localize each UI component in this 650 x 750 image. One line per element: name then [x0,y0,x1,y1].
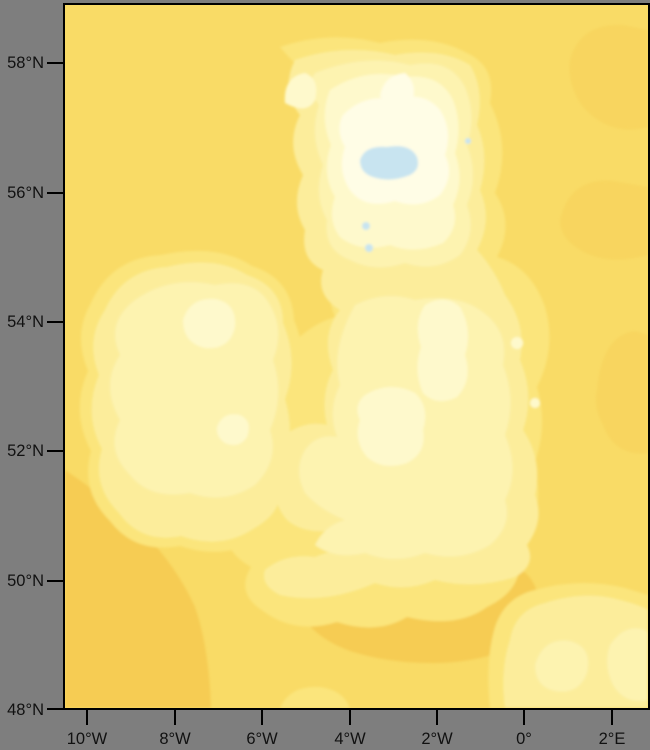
x-tick [349,710,351,725]
x-tick [611,710,613,725]
x-tick [261,710,263,725]
y-tick [47,62,63,64]
y-axis-label: 52°N [7,442,44,460]
sea-patch-lowerright [595,331,648,454]
pale-pennines [417,299,469,402]
dark-sea-atlantic-sw [65,470,211,708]
y-axis-label: 50°N [7,572,44,590]
pale-speck-a [511,337,523,349]
x-axis-label: 6°W [246,730,278,748]
pale-hebrides [284,73,317,109]
halo-brittany-edge [280,686,350,708]
y-axis-label: 58°N [7,54,44,72]
map-panel [63,3,650,710]
y-axis-label: 56°N [7,184,44,202]
blue-speck-c [465,138,471,144]
y-tick [47,708,63,710]
blue-speck-a [362,222,370,230]
blue-speck-b [365,244,373,252]
x-axis-label: 4°W [334,730,366,748]
interior-france-b [607,628,648,701]
x-axis-label: 8°W [159,730,191,748]
x-axis-label: 10°W [66,730,108,748]
y-axis-label: 48°N [7,701,44,719]
pale-midlands [357,386,426,466]
y-tick [47,321,63,323]
contour-map-canvas [65,24,648,708]
x-axis-label: 2°W [421,730,453,748]
blue-pocket-highlands [360,146,419,180]
sea-patch-topright [569,24,648,130]
x-axis-label: 2°E [598,730,626,748]
pale-ireland-north [183,298,236,349]
x-tick [174,710,176,725]
interior-france-a [535,640,589,692]
pale-speck-b [530,398,540,408]
sea-patch-midright [560,180,648,260]
y-tick [47,580,63,582]
x-tick [86,710,88,725]
white-highlands-north [380,73,414,105]
x-axis-label: 0° [516,730,532,748]
pale-ireland-mid [216,414,249,445]
x-tick [436,710,438,725]
y-tick [47,192,63,194]
y-axis-label: 54°N [7,313,44,331]
y-tick [47,450,63,452]
x-tick [523,710,525,725]
